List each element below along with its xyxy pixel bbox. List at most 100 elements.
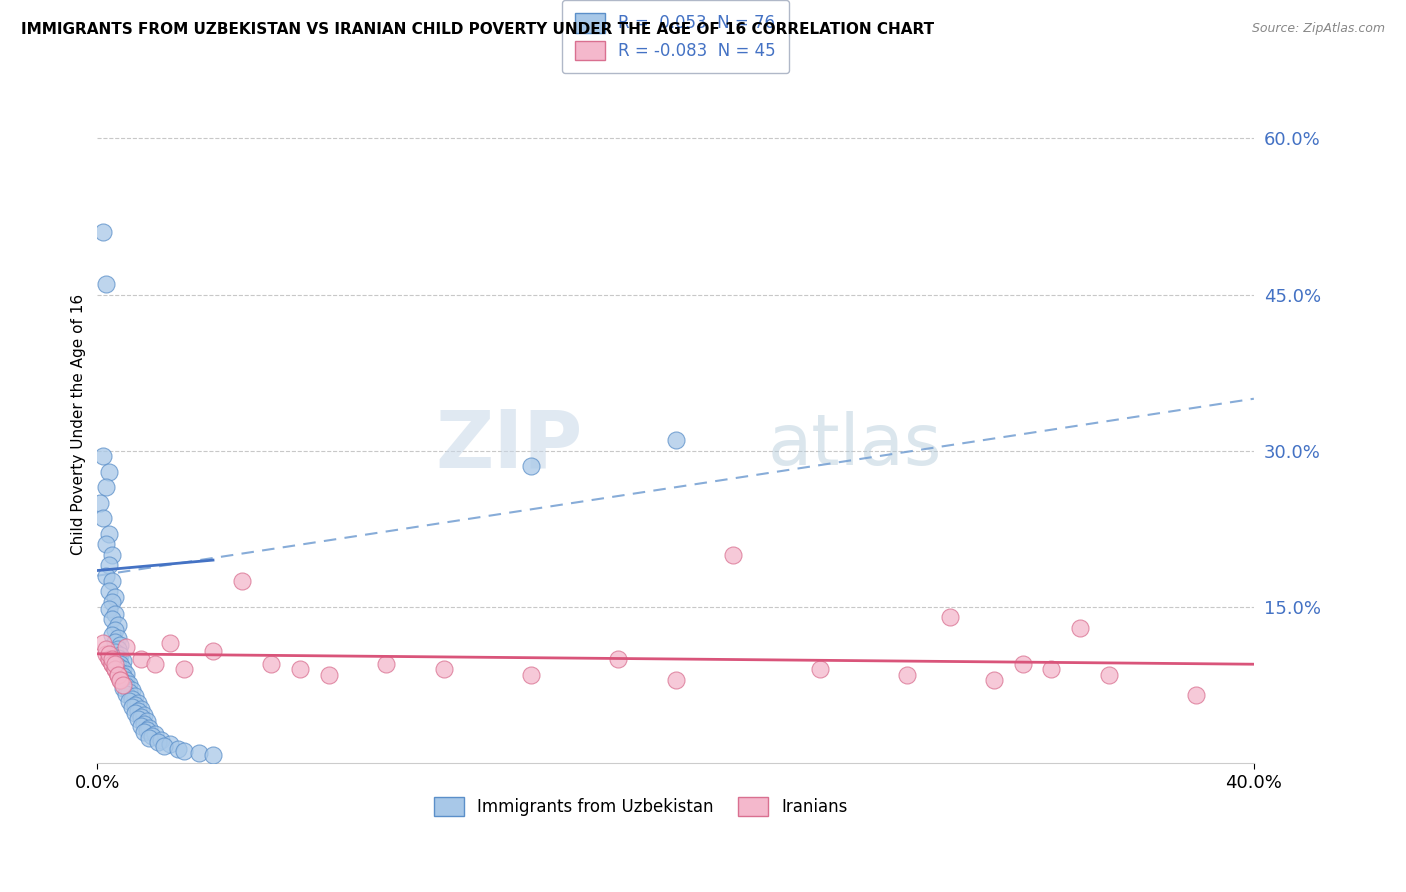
Point (723, 548, 745, 562)
Point (97, 602, 120, 616)
Point (91, 225, 114, 239)
Point (104, 645, 127, 659)
Point (97, 558, 120, 573)
Point (121, 691, 143, 706)
Point (94, 480, 117, 494)
Point (101, 657, 124, 672)
Point (187, 746, 209, 760)
Point (101, 548, 124, 562)
Point (135, 714, 157, 729)
Point (101, 612, 124, 626)
Point (149, 733, 172, 747)
Point (129, 719, 152, 733)
Point (665, 434, 688, 448)
Point (135, 723, 157, 737)
Point (1011, 657, 1033, 672)
Point (104, 635, 127, 649)
Point (89, 496, 111, 510)
Point (121, 699, 143, 714)
Point (101, 657, 124, 672)
Point (143, 727, 166, 741)
Point (173, 662, 195, 676)
Point (101, 574, 124, 588)
Point (94, 641, 117, 656)
Point (107, 631, 129, 645)
Point (107, 659, 129, 673)
Point (104, 623, 127, 637)
Point (939, 610, 962, 624)
Point (433, 662, 456, 676)
Text: atlas: atlas (768, 410, 942, 480)
Point (110, 673, 132, 687)
Point (107, 641, 129, 656)
Point (104, 657, 127, 672)
Point (124, 706, 146, 720)
Point (138, 721, 160, 735)
Point (94, 568, 117, 582)
Point (107, 667, 129, 681)
Point (101, 595, 124, 609)
Text: Source: ZipAtlas.com: Source: ZipAtlas.com (1251, 22, 1385, 36)
Point (97, 527, 120, 541)
Point (127, 696, 149, 710)
Point (129, 652, 152, 666)
Point (91, 449, 114, 463)
Point (97, 465, 120, 479)
Point (173, 744, 195, 758)
Point (104, 607, 127, 622)
Point (110, 648, 132, 662)
Point (201, 747, 224, 762)
Point (146, 735, 169, 749)
Point (1069, 621, 1091, 635)
Point (115, 679, 138, 693)
Point (110, 665, 132, 679)
Point (91, 511, 114, 525)
Point (808, 662, 831, 676)
Point (104, 662, 127, 676)
Point (132, 716, 155, 731)
Point (1185, 689, 1208, 703)
Point (112, 662, 135, 676)
Point (110, 671, 132, 685)
Point (118, 685, 141, 699)
Point (121, 683, 143, 698)
Point (115, 640, 138, 654)
Point (129, 710, 152, 724)
Point (520, 667, 543, 681)
Point (132, 708, 155, 723)
Point (97, 652, 120, 666)
Point (118, 677, 141, 691)
Point (97, 652, 120, 666)
Point (115, 673, 138, 687)
Point (138, 731, 160, 746)
Y-axis label: Child Poverty Under the Age of 16: Child Poverty Under the Age of 16 (72, 294, 86, 556)
Point (141, 729, 163, 743)
Text: ZIP: ZIP (436, 406, 583, 484)
Point (665, 673, 688, 687)
Point (94, 537, 117, 551)
Point (104, 662, 127, 676)
Point (127, 713, 149, 727)
Point (375, 657, 398, 672)
Text: IMMIGRANTS FROM UZBEKISTAN VS IRANIAN CHILD POVERTY UNDER THE AGE OF 16 CORRELAT: IMMIGRANTS FROM UZBEKISTAN VS IRANIAN CH… (21, 22, 934, 37)
Point (112, 678, 135, 692)
Point (118, 693, 141, 707)
Point (101, 657, 124, 672)
Point (104, 662, 127, 676)
Point (112, 668, 135, 682)
Point (127, 704, 149, 718)
Point (606, 652, 628, 666)
Point (104, 590, 127, 604)
Point (110, 673, 132, 687)
Point (97, 647, 120, 661)
Point (107, 651, 129, 665)
Point (94, 277, 117, 292)
Point (159, 636, 181, 650)
Point (201, 643, 224, 657)
Point (260, 657, 283, 672)
Point (231, 574, 253, 588)
Point (143, 657, 166, 672)
Point (983, 673, 1005, 687)
Point (124, 690, 146, 704)
Point (110, 657, 132, 672)
